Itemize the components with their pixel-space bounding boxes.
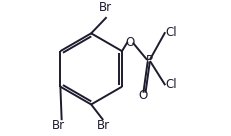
Text: Cl: Cl (165, 78, 176, 92)
Text: Br: Br (52, 119, 65, 132)
Text: Br: Br (99, 1, 112, 14)
Text: Cl: Cl (165, 26, 176, 39)
Text: P: P (145, 54, 152, 67)
Text: Br: Br (96, 119, 109, 132)
Text: O: O (138, 89, 147, 102)
Text: O: O (125, 36, 134, 49)
